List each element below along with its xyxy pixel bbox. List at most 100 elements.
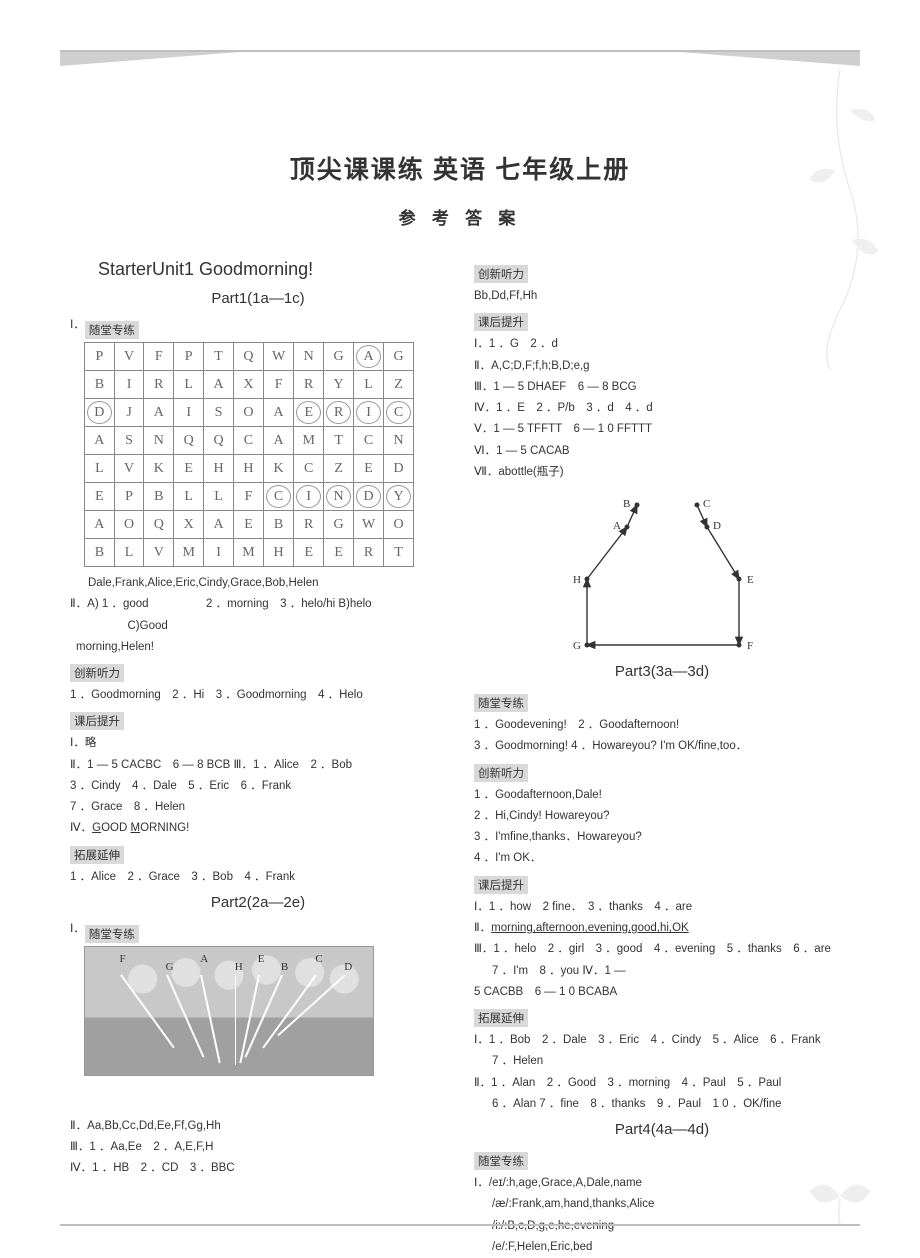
grid-cell: D xyxy=(384,455,414,483)
diagram-label: C xyxy=(703,498,710,510)
grid-cell: E xyxy=(294,539,324,567)
vine-decor xyxy=(780,70,900,370)
diagram-node xyxy=(635,503,640,508)
grid-cell: L xyxy=(353,371,383,399)
grid-cell: Q xyxy=(204,427,234,455)
unit-title: StarterUnit1 Goodmorning! xyxy=(70,259,446,280)
grid-cell: H xyxy=(233,455,263,483)
p3-l2: 2 ．Hi,Cindy! Howareyou? xyxy=(474,806,850,827)
listen-1: 1 ．Goodmorning 2 ．Hi 3 ．Goodmorning 4 ．H… xyxy=(70,685,446,706)
post-4: Ⅳ．GOOD MORNING! xyxy=(70,818,446,839)
p4-l3: /i:/:B,c,D,g,e,he,evening xyxy=(474,1216,850,1237)
grid-cell: H xyxy=(264,539,294,567)
section-suitang-1: 随堂专练 xyxy=(85,321,139,339)
grid-cell: T xyxy=(324,427,354,455)
post-3: 3 ．Cindy 4 ．Dale 5 ．Eric 6 ．Frank xyxy=(70,776,446,797)
grid-cell: L xyxy=(114,539,144,567)
diagram-label: D xyxy=(713,520,721,532)
grid-cell: P xyxy=(174,343,204,371)
p4-l2: /æ/:Frank,am,hand,thanks,Alice xyxy=(474,1194,850,1215)
grid-cell: A xyxy=(353,343,383,371)
p4-l1: Ⅰ．/eɪ/:h,age,Grace,A,Dale,name xyxy=(474,1173,850,1194)
p3-e1b: 7 ．Helen xyxy=(474,1051,850,1072)
grid-cell: O xyxy=(114,511,144,539)
r-p2-7: Ⅶ．abottle(瓶子) xyxy=(474,462,850,483)
grid-cell: R xyxy=(324,399,354,427)
page-title: 顶尖课课练 英语 七年级上册 xyxy=(70,150,850,186)
letter-grid: PVFPTQWNGAGBIRLAXFRYLZDJAISOAERICASNQQCA… xyxy=(84,342,414,567)
diagram-label: F xyxy=(747,640,753,652)
p3-p2-pre: Ⅱ． xyxy=(474,922,491,934)
p3-p4: 5 CACBB 6 — 1 0 BCABA xyxy=(474,982,850,1003)
grid-cell: A xyxy=(85,511,115,539)
section-listen-r3: 创新听力 xyxy=(474,764,528,782)
grid-cell: C xyxy=(264,483,294,511)
diagram-label: E xyxy=(747,574,754,586)
part2-title: Part2(2a—2e) xyxy=(70,894,446,911)
grid-cell: N xyxy=(294,343,324,371)
balloon-line xyxy=(120,974,174,1048)
grid-cell: E xyxy=(353,455,383,483)
r-p2-6: Ⅵ．1 — 5 CACAB xyxy=(474,441,850,462)
header-ribbon xyxy=(60,50,860,68)
grid-cell: L xyxy=(204,483,234,511)
grid-cell: M xyxy=(174,539,204,567)
grid-cell: B xyxy=(85,539,115,567)
post-2: Ⅱ．1 — 5 CACBC 6 — 8 BCB Ⅲ．1 ．Alice 2 ．Bo… xyxy=(70,755,446,776)
grid-cell: Y xyxy=(384,483,414,511)
grid-cell: R xyxy=(294,511,324,539)
grid-cell: Z xyxy=(324,455,354,483)
grid-cell: J xyxy=(114,399,144,427)
grid-cell: L xyxy=(174,483,204,511)
balloon-line xyxy=(200,975,220,1063)
grid-cell: X xyxy=(174,511,204,539)
grid-cell: E xyxy=(233,511,263,539)
p3-l1: 1 ．Goodafternoon,Dale! xyxy=(474,785,850,806)
section-post-1: 课后提升 xyxy=(70,712,124,730)
roman-1: Ⅰ． xyxy=(70,315,85,336)
post4-u2: M xyxy=(130,822,140,834)
post-3b: 7 ．Grace 8 ．Helen xyxy=(70,797,446,818)
grid-cell: G xyxy=(324,343,354,371)
balloon-label: F xyxy=(120,953,126,965)
section-suitang-2: 随堂专练 xyxy=(85,925,139,943)
grid-cell: L xyxy=(85,455,115,483)
section-post-r1: 课后提升 xyxy=(474,313,528,331)
diagram-label: H xyxy=(573,574,581,586)
ribbon-left xyxy=(60,52,240,66)
grid-cell: E xyxy=(324,539,354,567)
p3-p3: Ⅲ．1 ．helo 2 ．girl 3 ．good 4 ．evening 5 ．… xyxy=(474,939,850,960)
post4-m2: ORNING! xyxy=(140,822,189,834)
p3-p2-u: morning,afternoon,evening,good,hi,OK xyxy=(491,922,689,934)
grid-cell: A xyxy=(204,511,234,539)
p3-p1: Ⅰ．1 ．how 2 fine． 3 ．thanks 4 ．are xyxy=(474,897,850,918)
grid-cell: W xyxy=(264,343,294,371)
p3-p2: Ⅱ．morning,afternoon,evening,good,hi,OK xyxy=(474,918,850,939)
grid-cell: M xyxy=(233,539,263,567)
grid-cell: C xyxy=(353,427,383,455)
right-column: 创新听力 Bb,Dd,Ff,Hh 课后提升 Ⅰ．1 ．G 2 ．d Ⅱ．A,C;… xyxy=(474,259,850,1258)
diagram-node xyxy=(737,643,742,648)
p3-s1: 1 ．Goodevening! 2 ．Goodafternoon! xyxy=(474,715,850,736)
grid-cell: G xyxy=(324,511,354,539)
diagram-label: G xyxy=(573,640,581,652)
p3-s2: 3 ．Goodmorning! 4 ．Howareyou? I'm OK/fin… xyxy=(474,736,850,757)
grid-cell: I xyxy=(114,371,144,399)
diagram-label: B xyxy=(623,498,630,510)
grid-cell: F xyxy=(144,343,174,371)
grid-cell: A xyxy=(204,371,234,399)
grid-cell: A xyxy=(85,427,115,455)
part3-title: Part3(3a—3d) xyxy=(474,663,850,680)
grid-cell: V xyxy=(144,539,174,567)
grid-cell: H xyxy=(204,455,234,483)
left-column: StarterUnit1 Goodmorning! Part1(1a—1c) 随… xyxy=(70,259,446,1258)
grid-cell: O xyxy=(233,399,263,427)
grid-cell: I xyxy=(294,483,324,511)
balloon-label: B xyxy=(281,961,288,973)
grid-cell: B xyxy=(144,483,174,511)
grid-cell: Z xyxy=(384,371,414,399)
grid-cell: Q xyxy=(144,511,174,539)
part2-line4: Ⅳ．1 ．HB 2 ．CD 3 ．BBC xyxy=(70,1158,446,1179)
balloon-label: C xyxy=(315,953,322,965)
part2-roman1: Ⅰ． xyxy=(70,919,85,940)
